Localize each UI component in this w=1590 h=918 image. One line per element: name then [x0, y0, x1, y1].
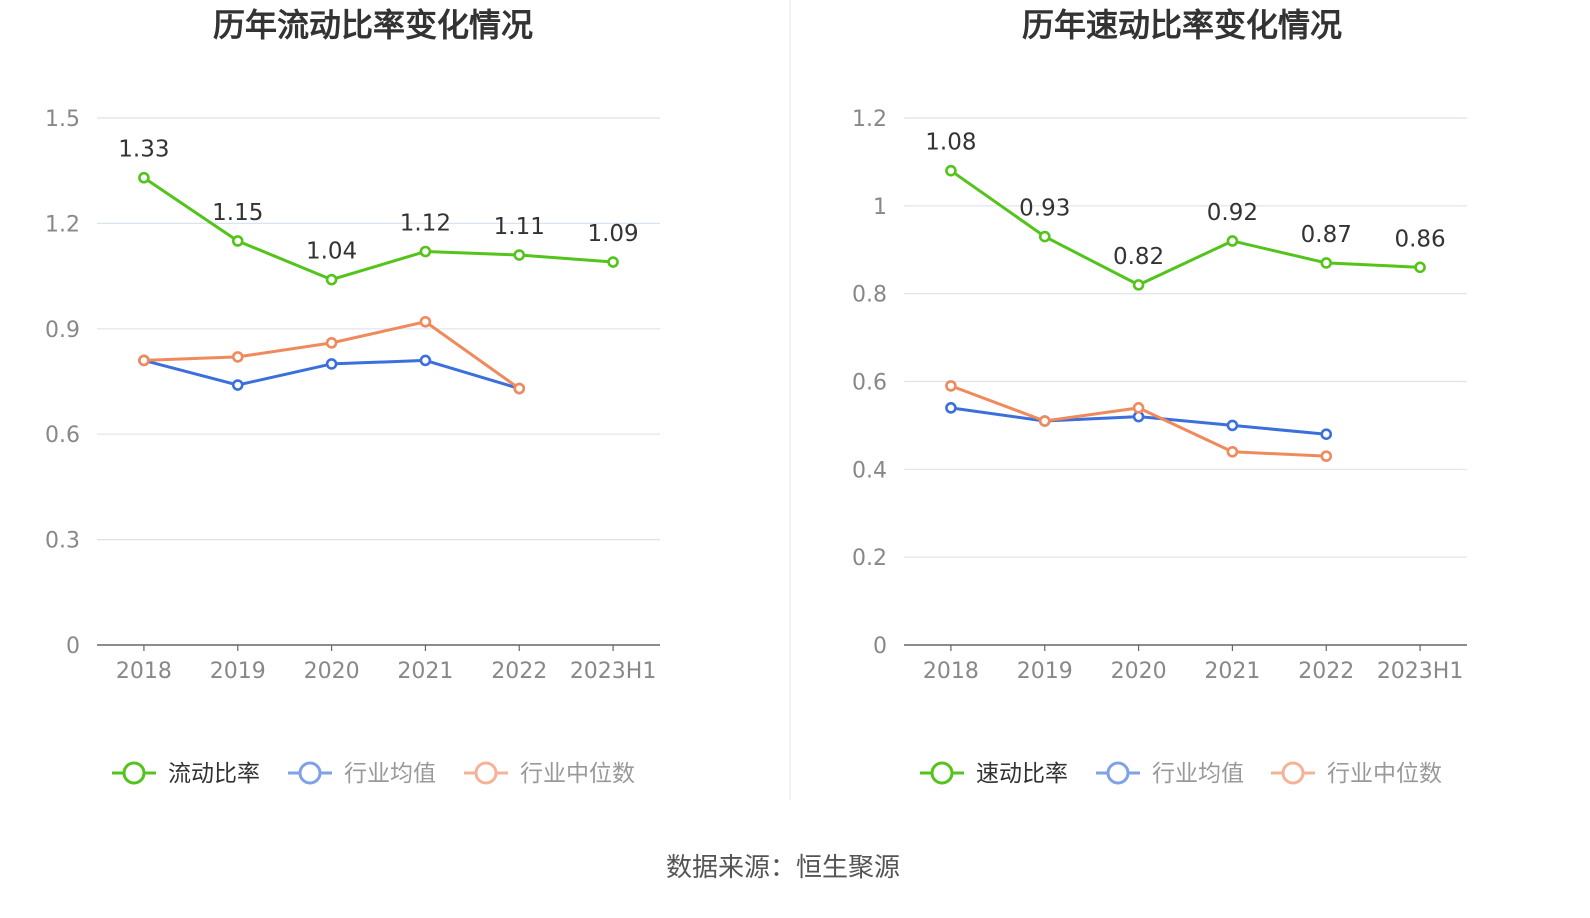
x-tick-label: 2023H1 — [570, 659, 657, 684]
legend-item: 速动比率 — [920, 761, 1068, 787]
data-point — [138, 354, 150, 367]
legend-item: 行业中位数 — [1271, 761, 1442, 787]
legend-item: 行业均值 — [288, 761, 436, 787]
data-point — [1320, 450, 1333, 462]
data-label: 0.92 — [1207, 200, 1258, 226]
data-point — [1038, 230, 1051, 243]
x-tick-label: 2021 — [1204, 659, 1260, 684]
data-label: 1.33 — [118, 137, 169, 163]
data-label: 1.09 — [587, 221, 638, 247]
data-point — [419, 354, 432, 367]
series-line — [143, 176, 614, 282]
chart-title: 历年速动比率变化情况 — [1022, 6, 1342, 44]
x-tick-label: 2021 — [397, 659, 453, 684]
data-point — [231, 351, 244, 363]
series-line — [143, 320, 521, 390]
source-label: 数据来源：恒生聚源 — [666, 853, 900, 883]
data-point — [945, 380, 957, 392]
x-tick-label: 2022 — [491, 659, 547, 684]
x-tick-label: 2020 — [1111, 659, 1167, 684]
data-point — [1320, 428, 1333, 441]
data-point — [138, 171, 150, 184]
y-tick-label: 0 — [66, 634, 80, 659]
legend-marker — [122, 761, 146, 785]
data-point — [231, 379, 244, 391]
data-point — [607, 256, 619, 268]
data-point — [1320, 257, 1333, 269]
data-point — [325, 358, 338, 370]
x-tick-label: 2019 — [210, 659, 266, 684]
y-tick-label: 0.4 — [852, 458, 887, 483]
data-label: 1.04 — [306, 239, 357, 265]
quick-ratio-chart: 历年速动比率变化情况 0 0.2 0.4 0.6 0.8 1 1.2 2018 2019 2020 2… — [852, 6, 1467, 787]
y-tick-label: 0.3 — [45, 529, 80, 554]
data-point — [1226, 419, 1239, 432]
legend-marker — [298, 761, 322, 785]
legend-item: 行业中位数 — [464, 761, 635, 787]
y-tick-label: 1.2 — [45, 212, 80, 237]
y-tick-label: 1.2 — [852, 107, 887, 132]
data-label: 0.87 — [1301, 222, 1352, 248]
x-tick-label: 2019 — [1017, 659, 1073, 684]
x-tick-label: 2018 — [116, 659, 172, 684]
x-tick-label: 2018 — [923, 659, 979, 684]
legend-label: 流动比率 — [168, 761, 260, 787]
x-tick-label: 2023H1 — [1377, 659, 1464, 684]
data-label: 0.86 — [1394, 226, 1445, 252]
y-tick-label: 0.8 — [852, 283, 887, 308]
series-0: 1.08 0.93 0.82 0.92 0.87 0.86 — [925, 130, 1446, 291]
y-tick-label: 0 — [873, 634, 887, 659]
y-tick-label: 1 — [873, 195, 887, 220]
series-2 — [945, 380, 1333, 462]
legend-marker — [1106, 761, 1130, 785]
legend-label: 速动比率 — [976, 761, 1068, 787]
x-tick-label: 2022 — [1298, 659, 1354, 684]
data-point — [945, 164, 957, 177]
y-tick-label: 0.2 — [852, 546, 887, 571]
data-label: 1.12 — [400, 211, 451, 237]
legend-marker — [1281, 761, 1305, 785]
current-ratio-chart: 历年流动比率变化情况 0 0.3 0.6 0.9 1.2 1.5 2018 2019 2020 20… — [45, 6, 660, 787]
data-point — [419, 315, 432, 328]
data-point — [1132, 279, 1145, 291]
legend-marker — [474, 761, 498, 785]
data-point — [325, 273, 338, 286]
legend-label: 行业均值 — [1152, 761, 1244, 787]
data-label: 0.93 — [1019, 196, 1070, 222]
data-point — [1132, 402, 1145, 414]
x-tick-label: 2020 — [304, 659, 360, 684]
data-label: 1.08 — [925, 130, 976, 156]
data-point — [1226, 445, 1239, 458]
y-tick-label: 1.5 — [45, 107, 80, 132]
legend-label: 行业中位数 — [520, 761, 635, 787]
data-label: 1.15 — [212, 200, 263, 226]
data-point — [325, 337, 338, 349]
legend-item: 流动比率 — [112, 761, 260, 787]
data-label: 1.11 — [494, 214, 545, 240]
data-point — [1414, 261, 1426, 274]
data-point — [1038, 415, 1051, 427]
series-1 — [945, 402, 1333, 441]
data-point — [513, 249, 526, 261]
data-point — [1226, 235, 1239, 247]
data-point — [231, 235, 244, 247]
y-tick-label: 0.9 — [45, 318, 80, 343]
legend-label: 行业中位数 — [1327, 761, 1442, 787]
data-point — [945, 402, 957, 414]
data-point — [513, 382, 526, 395]
series-1 — [138, 354, 526, 395]
y-tick-label: 0.6 — [852, 371, 887, 396]
legend-item: 行业均值 — [1096, 761, 1244, 787]
legend-label: 行业均值 — [344, 761, 436, 787]
series-2 — [138, 315, 526, 395]
legend-marker — [930, 761, 954, 785]
series-0: 1.33 1.15 1.04 1.12 1.11 1.09 — [118, 137, 639, 286]
chart-title: 历年流动比率变化情况 — [213, 6, 533, 44]
data-point — [419, 245, 432, 258]
data-label: 0.82 — [1113, 244, 1164, 270]
y-tick-label: 0.6 — [45, 423, 80, 448]
series-line — [950, 169, 1421, 287]
